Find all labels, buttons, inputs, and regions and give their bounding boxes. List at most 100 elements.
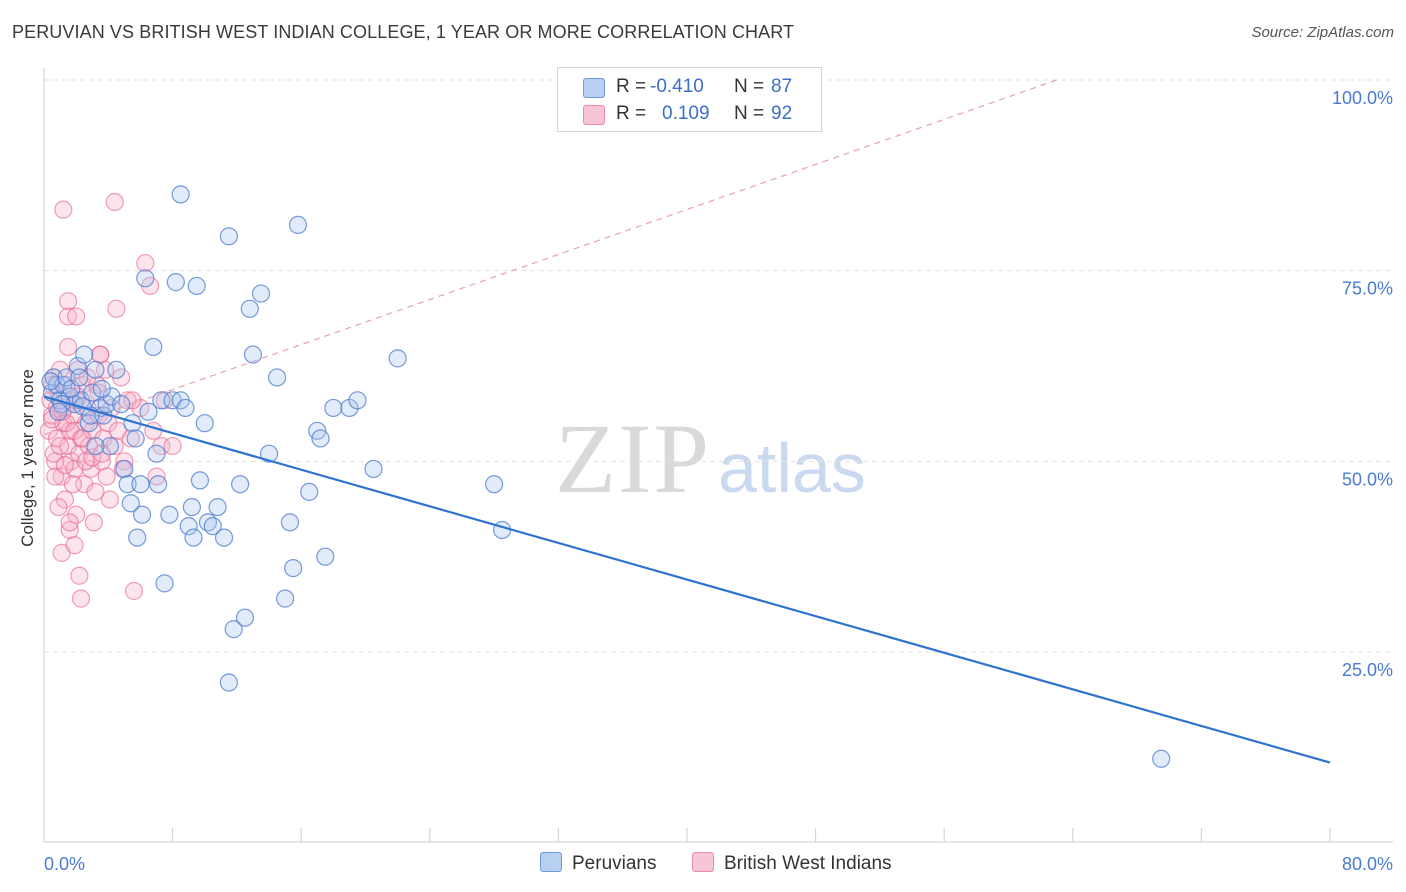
data-point-british-west-indians	[67, 307, 86, 326]
legend-n-value: 92	[771, 103, 793, 124]
data-point-peruvians	[79, 414, 99, 433]
data-point-peruvians	[86, 360, 105, 379]
data-point-british-west-indians	[124, 581, 144, 601]
data-point-peruvians	[219, 227, 238, 246]
data-point-peruvians	[70, 368, 89, 387]
data-point-peruvians	[243, 345, 263, 364]
data-point-british-west-indians	[42, 410, 62, 429]
data-point-peruvians	[259, 444, 279, 463]
data-point-british-west-indians	[115, 452, 134, 471]
legend-row-british-west-indians: R = 0.109 N = 92	[558, 100, 821, 128]
legend-row-peruvians: R = -0.410 N = 87	[558, 73, 821, 101]
data-point-peruvians	[155, 574, 174, 593]
data-point-british-west-indians	[60, 513, 79, 532]
data-point-peruvians	[149, 475, 168, 494]
data-point-peruvians	[190, 471, 210, 490]
data-point-peruvians	[160, 505, 179, 524]
watermark-zip: ZIP	[555, 403, 711, 514]
data-point-british-west-indians	[84, 513, 103, 532]
data-point-peruvians	[182, 497, 201, 517]
data-point-british-west-indians	[107, 299, 126, 318]
trendline-blue	[43, 395, 1331, 764]
trendline-british-west-indians	[43, 79, 1057, 436]
y-tick-label: 75.0%	[1342, 279, 1393, 299]
data-point-peruvians	[187, 276, 206, 296]
data-point-peruvians	[300, 482, 319, 501]
data-point-peruvians	[126, 429, 145, 448]
trendline-pink	[43, 79, 1057, 436]
data-point-peruvians	[1152, 749, 1171, 768]
data-point-peruvians	[364, 459, 383, 479]
data-point-peruvians	[203, 517, 222, 536]
data-point-peruvians	[240, 299, 259, 318]
legend-swatch-blue	[583, 78, 605, 98]
data-point-peruvians	[128, 528, 147, 547]
data-point-british-west-indians	[71, 589, 91, 608]
data-point-british-west-indians	[121, 429, 140, 448]
legend-r-value: 0.109	[662, 103, 710, 124]
data-point-peruvians	[195, 414, 214, 433]
data-point-british-west-indians	[136, 253, 155, 273]
data-point-peruvians	[176, 398, 195, 418]
legend-n-label: N =	[734, 103, 765, 124]
data-point-peruvians	[132, 505, 152, 524]
data-point-peruvians	[276, 589, 295, 608]
data-point-british-west-indians	[163, 436, 182, 456]
data-point-peruvians	[75, 345, 94, 364]
data-point-british-west-indians	[83, 448, 102, 467]
data-point-peruvians	[485, 475, 504, 494]
legend-swatch-pink	[583, 105, 605, 125]
data-point-british-west-indians	[147, 467, 166, 486]
data-point-british-west-indians	[86, 482, 105, 501]
data-point-peruvians	[288, 215, 308, 235]
data-point-peruvians	[493, 520, 512, 540]
trendline-peruvians	[43, 395, 1331, 764]
data-point-peruvians	[41, 372, 60, 391]
data-point-peruvians	[102, 387, 121, 406]
data-point-peruvians	[311, 429, 330, 448]
data-point-peruvians	[131, 475, 150, 494]
data-point-peruvians	[171, 185, 190, 204]
data-point-british-west-indians	[44, 444, 63, 463]
chart-title: PERUVIAN VS BRITISH WEST INDIAN COLLEGE,…	[12, 22, 795, 42]
legend: R = -0.410 N = 87 R = 0.109 N = 92	[557, 67, 822, 132]
data-point-peruvians	[49, 402, 68, 421]
data-point-peruvians	[112, 395, 131, 414]
bottom-legend-swatch-pink	[692, 852, 714, 872]
series-peruvians	[41, 185, 1171, 768]
data-point-peruvians	[115, 459, 134, 479]
data-point-peruvians	[280, 513, 300, 532]
data-point-british-west-indians	[50, 436, 70, 456]
legend-r-label: R =	[616, 76, 647, 97]
data-point-peruvians	[388, 349, 407, 368]
data-point-british-west-indians	[70, 566, 89, 585]
watermark-atlas: atlas	[718, 429, 866, 507]
legend-n-value: 87	[771, 76, 793, 97]
data-point-peruvians	[118, 475, 137, 494]
data-point-peruvians	[100, 436, 120, 456]
data-point-peruvians	[68, 356, 87, 376]
data-point-peruvians	[86, 436, 105, 456]
data-point-peruvians	[348, 391, 367, 410]
data-point-peruvians	[107, 360, 126, 379]
bottom-legend-peruvians: Peruvians	[540, 852, 657, 875]
y-tick-label: 100.0%	[1332, 88, 1393, 108]
data-point-peruvians	[208, 497, 227, 517]
data-point-peruvians	[284, 559, 303, 578]
data-point-british-west-indians	[59, 337, 78, 357]
y-tick-label: 50.0%	[1342, 469, 1393, 489]
bottom-legend-british-west-indians: British West Indians	[692, 852, 892, 875]
data-point-british-west-indians	[100, 490, 120, 509]
y-tick-labels: 25.0% 50.0% 75.0% 100.0%	[1332, 88, 1393, 680]
data-point-peruvians	[235, 608, 255, 627]
bottom-legend-label: Peruvians	[572, 853, 657, 874]
data-point-peruvians	[231, 475, 250, 494]
data-point-peruvians	[184, 528, 203, 547]
data-point-british-west-indians	[65, 536, 84, 555]
data-point-peruvians	[179, 517, 198, 536]
axes	[43, 68, 1393, 843]
y-axis-label: College, 1 year or more	[18, 369, 37, 547]
data-point-british-west-indians	[97, 467, 116, 486]
data-point-peruvians	[316, 547, 335, 566]
data-point-british-west-indians	[49, 497, 68, 517]
